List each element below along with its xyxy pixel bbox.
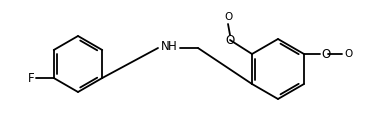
Text: O: O bbox=[224, 12, 232, 22]
Text: O: O bbox=[344, 49, 352, 59]
Text: O: O bbox=[225, 34, 235, 47]
Text: H: H bbox=[168, 40, 176, 53]
Text: O: O bbox=[321, 48, 330, 61]
Text: N: N bbox=[161, 40, 169, 53]
Text: F: F bbox=[28, 72, 35, 84]
